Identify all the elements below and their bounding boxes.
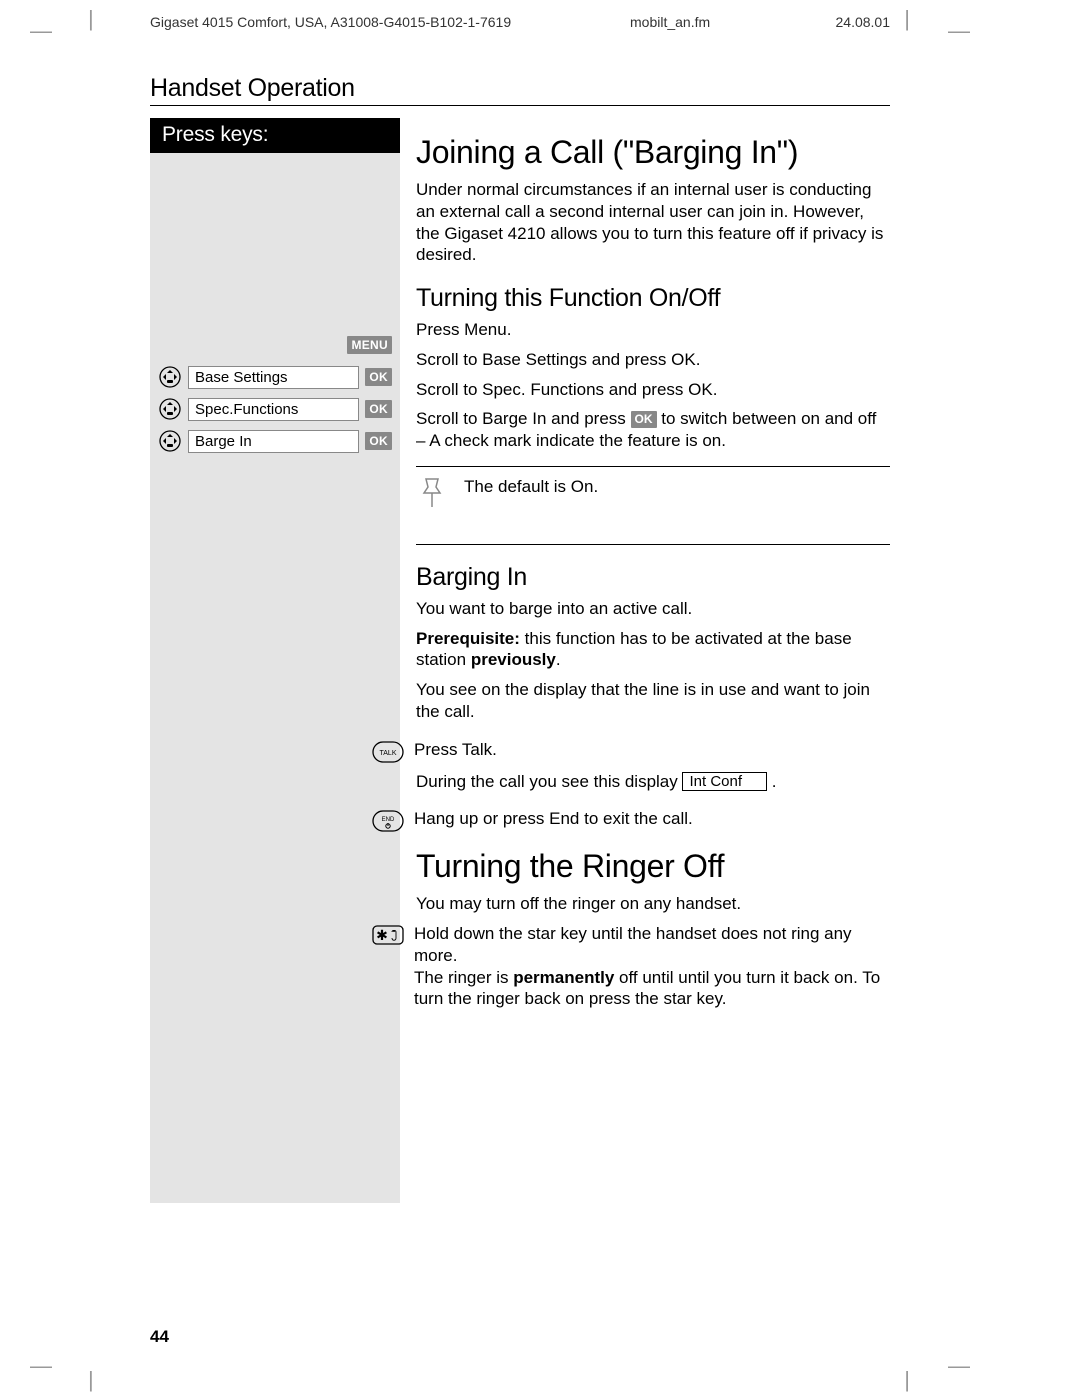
- crop-mark: |: [88, 6, 94, 32]
- svg-text:END: END: [382, 817, 395, 823]
- text: The ringer is: [414, 968, 513, 987]
- ok-tag: OK: [365, 400, 392, 418]
- star-key-icon: ✱: [368, 923, 404, 945]
- nav-icon: [158, 366, 182, 388]
- crop-mark: |: [904, 1367, 910, 1393]
- section-title: Handset Operation: [150, 74, 890, 106]
- text-bold: previously: [471, 650, 556, 669]
- page-number: 44: [150, 1327, 169, 1347]
- step-talk: TALK Press Talk.: [416, 739, 890, 765]
- note-text: The default is On.: [464, 477, 890, 516]
- end-key-icon: END: [368, 808, 404, 834]
- crop-mark: |: [88, 1367, 94, 1393]
- step-star-key: ✱ Hold down the star key until the hands…: [416, 923, 890, 1010]
- step-text: Press Talk.: [414, 739, 890, 761]
- meta-product: Gigaset 4015 Comfort, USA, A31008-G4015-…: [150, 14, 630, 30]
- heading-barging-in: Barging In: [416, 563, 890, 592]
- press-keys-column: Press keys: MENU Base Settings OK: [150, 118, 400, 1203]
- note-box: The default is On.: [416, 466, 890, 545]
- crop-mark: —: [948, 18, 970, 44]
- paragraph: Under normal circumstances if an interna…: [416, 179, 890, 266]
- label-prerequisite: Prerequisite:: [416, 629, 520, 648]
- text: .: [767, 772, 776, 791]
- heading-turning-function: Turning this Function On/Off: [416, 284, 890, 313]
- ok-inline-tag: OK: [631, 411, 657, 428]
- menu-row-menu: MENU: [150, 329, 400, 361]
- menu-item-label: Base Settings: [188, 366, 359, 389]
- menu-item-label: Barge In: [188, 430, 359, 453]
- step-text: Hang up or press End to exit the call.: [414, 808, 890, 830]
- crop-mark: —: [30, 18, 52, 44]
- step-press-menu: Press Menu.: [416, 319, 890, 341]
- step-base-settings: Scroll to Base Settings and press OK.: [416, 349, 890, 371]
- menu-item-label: Spec.Functions: [188, 398, 359, 421]
- display-label: Int Conf: [682, 772, 767, 791]
- step-spec-functions: Scroll to Spec. Functions and press OK.: [416, 379, 890, 401]
- text: Scroll to Barge In and press: [416, 409, 631, 428]
- crop-mark: |: [904, 6, 910, 32]
- meta-date: 24.08.01: [790, 14, 890, 30]
- menu-row-barge-in: Barge In OK: [150, 425, 400, 457]
- paragraph: You may turn off the ringer on any hands…: [416, 893, 890, 915]
- ok-tag: OK: [365, 368, 392, 386]
- header-meta: Gigaset 4015 Comfort, USA, A31008-G4015-…: [150, 14, 890, 34]
- text-bold: permanently: [513, 968, 614, 987]
- meta-file: mobilt_an.fm: [630, 14, 790, 30]
- heading-joining-call: Joining a Call ("Barging In"): [416, 134, 890, 171]
- paragraph: You see on the display that the line is …: [416, 679, 890, 723]
- nav-icon: [158, 398, 182, 420]
- menu-row-spec-functions: Spec.Functions OK: [150, 393, 400, 425]
- menu-tag: MENU: [347, 336, 392, 354]
- text: During the call you see this display: [416, 772, 682, 791]
- content-column: Joining a Call ("Barging In") Under norm…: [400, 118, 890, 1203]
- step-barge-in: Scroll to Barge In and press OK to switc…: [416, 408, 890, 452]
- crop-mark: —: [948, 1353, 970, 1379]
- paragraph-display: During the call you see this display Int…: [416, 771, 890, 793]
- svg-text:✱: ✱: [376, 927, 388, 943]
- nav-icon: [158, 430, 182, 452]
- page-content: Gigaset 4015 Comfort, USA, A31008-G4015-…: [150, 14, 890, 1203]
- svg-text:TALK: TALK: [380, 750, 397, 757]
- talk-key-icon: TALK: [368, 739, 404, 765]
- text: Hold down the star key until the handset…: [414, 924, 852, 965]
- heading-ringer-off: Turning the Ringer Off: [416, 848, 890, 885]
- step-end: END Hang up or press End to exit the cal…: [416, 808, 890, 834]
- paragraph: You want to barge into an active call.: [416, 598, 890, 620]
- paragraph-prerequisite: Prerequisite: this function has to be ac…: [416, 628, 890, 672]
- ok-tag: OK: [365, 432, 392, 450]
- crop-mark: —: [30, 1353, 52, 1379]
- pushpin-icon: [416, 477, 448, 516]
- step-text: Hold down the star key until the handset…: [414, 923, 890, 1010]
- text: .: [556, 650, 561, 669]
- press-keys-header: Press keys:: [150, 118, 400, 153]
- menu-row-base-settings: Base Settings OK: [150, 361, 400, 393]
